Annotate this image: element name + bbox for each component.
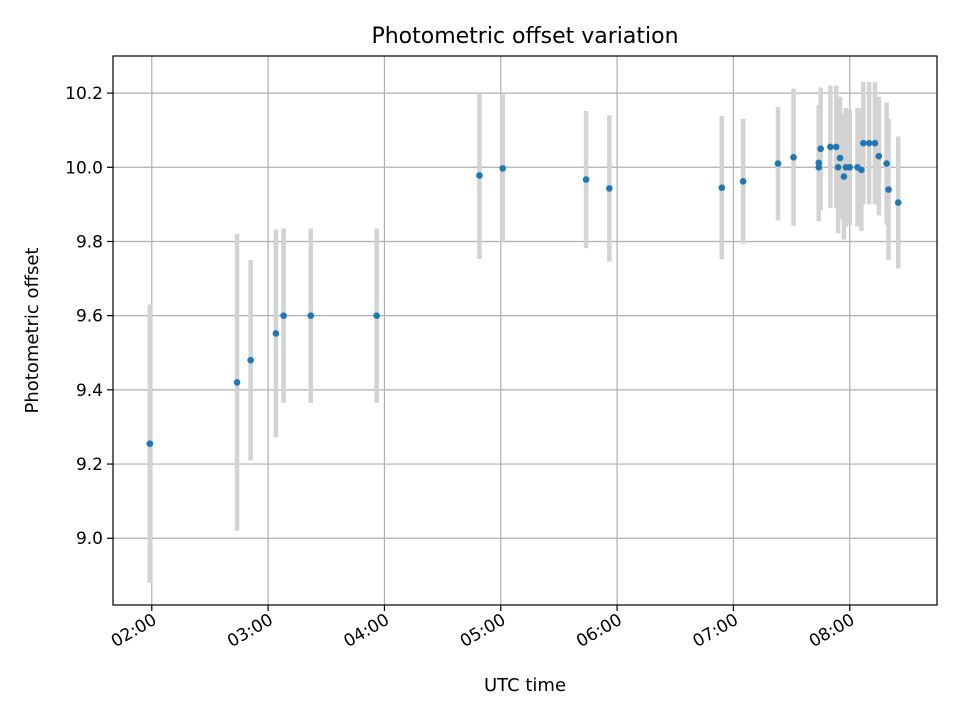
x-axis-ticks: 02:00 03:00 04:00 05:00 06:00 07:00 08:00 [108, 605, 858, 652]
data-point [582, 176, 590, 183]
data-point [846, 163, 854, 171]
data-point [858, 166, 865, 174]
y-tick-label: 9.2 [76, 455, 103, 475]
data-point [832, 143, 840, 151]
data-point [233, 379, 241, 386]
y-tick-label: 10.2 [65, 84, 103, 104]
data-point [307, 312, 315, 319]
data-point [606, 185, 613, 192]
data-point [883, 160, 890, 167]
y-tick-label: 10.0 [65, 158, 103, 178]
data-point [885, 186, 892, 193]
data-point [865, 139, 873, 147]
data-point [817, 145, 824, 153]
x-tick-label: 08:00 [806, 610, 858, 652]
error-bars [147, 81, 901, 583]
x-tick-label: 06:00 [573, 610, 625, 652]
y-axis-label: Photometric offset [22, 248, 43, 414]
plot-frame [112, 55, 938, 606]
data-point [739, 178, 747, 185]
x-tick-label: 04:00 [341, 610, 393, 652]
data-point [499, 165, 507, 172]
data-point [840, 173, 848, 180]
data-point [790, 153, 797, 161]
y-tick-label: 9.0 [76, 529, 103, 549]
data-point [894, 199, 902, 206]
chart-title: Photometric offset variation [371, 24, 678, 49]
y-tick-label: 9.8 [76, 232, 103, 252]
data-point [836, 154, 844, 162]
data-point [476, 172, 483, 179]
data-point [871, 139, 879, 147]
data-point [774, 160, 782, 167]
data-point [272, 330, 280, 337]
data-point [373, 312, 380, 319]
y-axis-ticks: 9.0 9.2 9.4 9.6 9.8 10.0 10.2 [65, 84, 113, 549]
x-axis-label: UTC time [484, 675, 566, 696]
x-tick-label: 02:00 [108, 610, 160, 652]
x-tick-label: 05:00 [457, 610, 509, 652]
y-tick-label: 9.6 [76, 307, 103, 327]
data-point [834, 163, 842, 171]
data-point [827, 143, 834, 151]
data-point [860, 139, 867, 147]
data-point [146, 440, 154, 447]
data-point [280, 312, 287, 319]
data-point [247, 356, 254, 364]
data-point [875, 152, 883, 160]
data-point [718, 184, 726, 191]
x-tick-label: 03:00 [224, 610, 276, 652]
data-points [146, 139, 902, 447]
y-tick-label: 9.4 [76, 381, 103, 401]
data-point [815, 159, 823, 167]
x-tick-label: 07:00 [689, 610, 741, 652]
